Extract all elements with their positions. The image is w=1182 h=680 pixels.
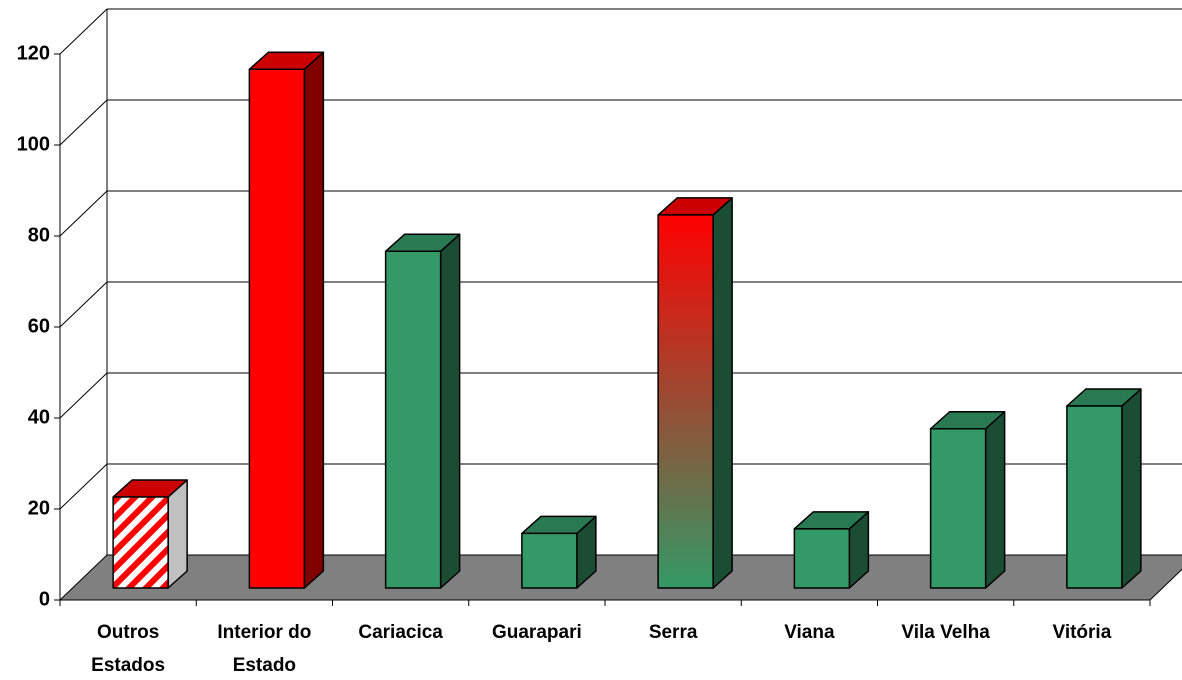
bar-side xyxy=(984,411,1006,589)
bar-side xyxy=(303,51,325,589)
y-tick-label: 0 xyxy=(39,588,50,610)
grid-line xyxy=(59,281,108,328)
y-tick-label: 40 xyxy=(28,406,50,428)
bar xyxy=(1066,405,1123,589)
grid-line xyxy=(59,372,108,419)
y-tick-label: 60 xyxy=(28,315,50,337)
x-tick-label: Vitória xyxy=(1052,622,1112,643)
bar-side xyxy=(1121,388,1142,589)
grid-line xyxy=(59,99,108,146)
bar-side xyxy=(439,233,461,589)
x-tick-label: Guarapari xyxy=(491,622,582,643)
bar xyxy=(929,428,987,589)
bar xyxy=(793,528,851,589)
bar xyxy=(112,496,169,589)
grid-line xyxy=(59,463,108,510)
bar xyxy=(384,250,442,589)
x-tick-label: Serra xyxy=(648,622,698,643)
x-tick-label: Interior do Estado xyxy=(217,622,312,676)
bar xyxy=(657,214,714,589)
x-tick-label: Outros Estados xyxy=(91,622,166,676)
y-tick-label: 120 xyxy=(17,42,50,64)
grid-line xyxy=(59,190,108,237)
x-tick-label: Vila Velha xyxy=(901,622,990,643)
floor xyxy=(60,555,1182,600)
bar-side xyxy=(712,197,733,589)
y-tick-label: 100 xyxy=(17,133,50,155)
y-tick-label: 80 xyxy=(28,224,50,246)
x-tick-label: Viana xyxy=(784,622,835,643)
bar xyxy=(521,532,578,589)
x-axis-depth xyxy=(1149,568,1182,601)
x-tick-label: Cariacica xyxy=(358,622,443,643)
grid-line xyxy=(59,8,108,55)
bar-side xyxy=(167,479,188,589)
grid-line xyxy=(59,554,108,601)
y-tick-label: 20 xyxy=(28,497,50,519)
bar xyxy=(248,68,306,589)
